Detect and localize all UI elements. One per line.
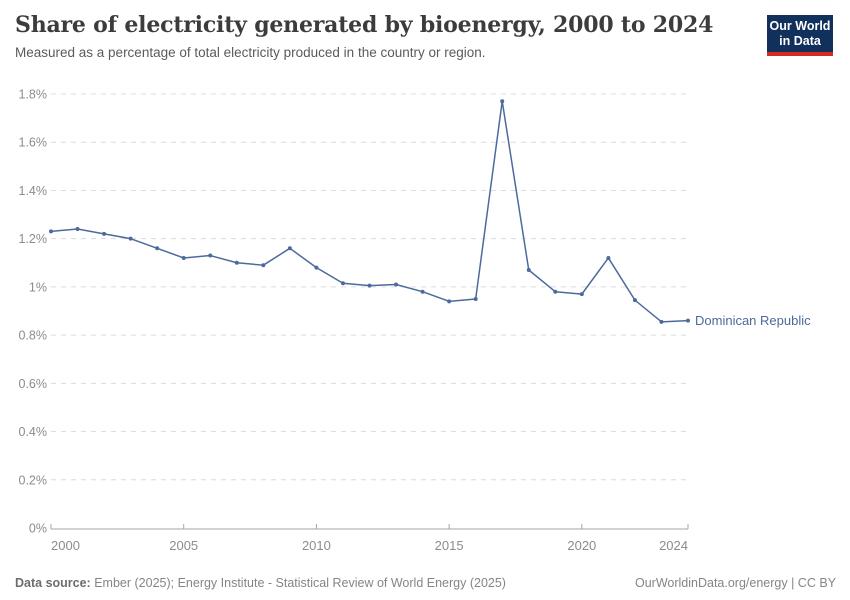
data-point [367, 283, 372, 288]
y-axis-tick-label: 1.6% [19, 136, 48, 150]
series-end-label: Dominican Republic [695, 313, 811, 328]
chart-header: Share of electricity generated by bioene… [15, 12, 750, 60]
data-point [473, 296, 478, 301]
data-point [128, 236, 133, 241]
y-axis-tick-label: 1.2% [19, 232, 48, 246]
data-point [287, 246, 292, 251]
data-point [234, 260, 239, 265]
license-note: OurWorldinData.org/energy | CC BY [634, 576, 836, 590]
data-point [181, 255, 186, 260]
data-point [102, 231, 107, 236]
y-axis-tick-label: 1% [29, 280, 47, 294]
data-point [606, 255, 611, 260]
owid-logo-line1: Our World [769, 19, 831, 33]
owid-logo-line2: in Data [779, 34, 821, 48]
chart-title: Share of electricity generated by bioene… [15, 12, 714, 38]
data-point [75, 227, 80, 232]
data-point [526, 268, 531, 273]
y-axis-tick-label: 1.8% [19, 88, 48, 102]
data-point [659, 319, 664, 324]
x-axis-tick-label: 2005 [169, 538, 198, 553]
data-point [553, 289, 558, 294]
data-point [261, 263, 266, 268]
line-chart-svg: 0% 0.2% 0.4% 0.6% 0.8% 1% 1.2% 1.4% 1.6% 1.8% 2000… [19, 88, 812, 554]
y-axis-tick-label: 0.6% [19, 377, 48, 391]
data-point [208, 253, 213, 258]
line-series [50, 100, 689, 323]
data-point [632, 298, 637, 303]
data-point [340, 281, 345, 286]
data-point [394, 282, 399, 287]
line-chart: 0% 0.2% 0.4% 0.6% 0.8% 1% 1.2% 1.4% 1.6% 1.8% 2000… [0, 80, 850, 560]
y-axis-tick-label: 0.4% [19, 425, 48, 439]
data-point [686, 318, 690, 323]
data-source: Data source: Ember (2025); Energy Instit… [15, 576, 506, 590]
y-axis-tick-label: 1.4% [19, 184, 48, 198]
data-point [447, 299, 452, 304]
data-point [579, 292, 584, 297]
x-axis-tick-label: 2000 [51, 538, 80, 553]
owid-logo: Our World in Data [767, 15, 833, 56]
data-point [500, 99, 505, 104]
x-axis-tick-label: 2010 [302, 538, 331, 553]
chart-footer: Data source: Ember (2025); Energy Instit… [15, 576, 836, 590]
data-point [49, 229, 53, 234]
x-axis-tick-label: 2015 [435, 538, 464, 553]
data-source-label: Data source: [15, 576, 91, 590]
data-source-text: Ember (2025); Energy Institute - Statist… [90, 576, 506, 590]
y-axis-tick-label: 0.2% [19, 473, 48, 487]
x-axis-tick-label: 2024 [659, 538, 688, 553]
chart-subtitle: Measured as a percentage of total electr… [15, 45, 486, 60]
y-axis-tick-label: 0.8% [19, 329, 48, 343]
y-axis-tick-label: 0% [29, 522, 47, 536]
data-point [314, 265, 319, 270]
data-point [155, 246, 160, 251]
data-point [420, 289, 425, 294]
x-axis-tick-label: 2020 [567, 538, 596, 553]
